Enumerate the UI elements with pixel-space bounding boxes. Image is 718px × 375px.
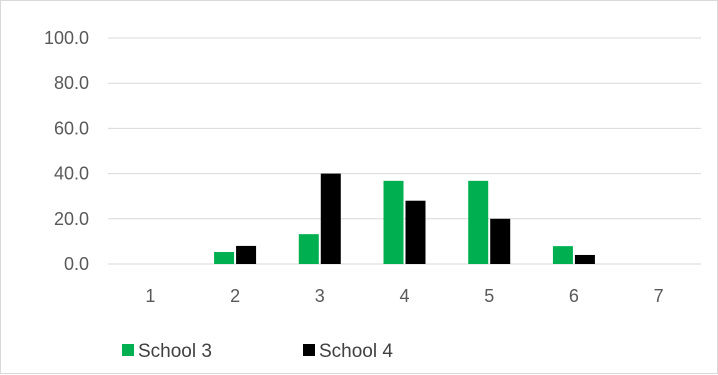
bar-school-3-cat-5 (468, 180, 489, 264)
x-tick-label: 6 (569, 286, 579, 306)
bar-school-4-cat-4 (405, 200, 426, 264)
legend-label: School 4 (319, 341, 393, 362)
bar-school-3-cat-2 (214, 252, 235, 264)
y-tick-label: 100.0 (44, 28, 89, 48)
x-tick-label: 5 (484, 286, 494, 306)
bar-school-4-cat-6 (574, 254, 595, 264)
legend-item-school-4: School 4 (303, 341, 393, 362)
x-tick-label: 7 (654, 286, 664, 306)
legend-swatch (303, 344, 315, 356)
bars (214, 173, 595, 264)
bar-school-3-cat-4 (383, 180, 404, 264)
x-axis-tick-labels: 1 2 3 4 5 6 7 (145, 286, 663, 306)
x-tick-label: 1 (145, 286, 155, 306)
y-tick-label: 20.0 (54, 209, 89, 229)
x-tick-label: 3 (315, 286, 325, 306)
y-tick-label: 80.0 (54, 73, 89, 93)
legend-item-school-3: School 3 (122, 341, 212, 362)
bar-school-4-cat-2 (236, 245, 257, 264)
legend-swatch (122, 344, 134, 356)
x-tick-label: 2 (230, 286, 240, 306)
gridlines (108, 37, 701, 265)
y-tick-label: 40.0 (54, 164, 89, 184)
bar-school-3-cat-6 (552, 246, 573, 264)
bar-school-4-cat-3 (320, 173, 341, 264)
bar-school-4-cat-5 (490, 218, 511, 264)
legend: School 3 School 4 (122, 341, 393, 362)
y-tick-label: 0.0 (64, 254, 89, 274)
x-tick-label: 4 (399, 286, 409, 306)
bar-school-3-cat-3 (298, 234, 319, 264)
y-axis-tick-labels: 0.0 20.0 40.0 60.0 80.0 100.0 (44, 28, 89, 274)
y-tick-label: 60.0 (54, 118, 89, 138)
legend-label: School 3 (138, 341, 212, 362)
